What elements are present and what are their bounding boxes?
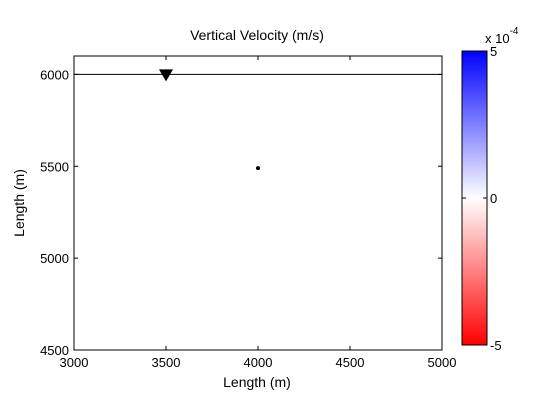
x-tick-label: 3000 (60, 355, 89, 370)
y-tick-label: 5000 (40, 251, 69, 266)
colorbar-tick-label: 0 (490, 191, 497, 206)
colorbar-tick-label: 5 (490, 44, 497, 59)
x-axis-label: Length (m) (223, 374, 291, 390)
plot-area (73, 55, 443, 351)
y-tick-label: 4500 (40, 343, 69, 358)
colorbar-multiplier: x 10-4 (485, 26, 519, 46)
plot-frame (73, 55, 443, 351)
x-tick-label: 5000 (428, 355, 457, 370)
colorbar: 5 0 -5 x 10-4 (461, 26, 519, 353)
x-tick-label: 4000 (244, 355, 273, 370)
y-tick-label: 6000 (40, 67, 69, 82)
source-marker (256, 166, 260, 171)
colorbar-ticks: 5 0 -5 (462, 44, 502, 353)
x-tick-label: 4500 (336, 355, 365, 370)
colorbar-multiplier-exponent: -4 (510, 26, 519, 37)
colorbar-gradient (461, 50, 488, 346)
y-axis-ticks: 4500 5000 5500 6000 (40, 67, 442, 358)
colorbar-tick-label: -5 (490, 338, 502, 353)
x-axis-ticks: 3000 3500 4000 4500 5000 (60, 56, 457, 370)
receiver-marker (159, 69, 173, 82)
y-axis-label: Length (m) (11, 169, 27, 237)
x-tick-label: 3500 (152, 355, 181, 370)
chart-title: Vertical Velocity (m/s) (190, 27, 324, 43)
colorbar-multiplier-base: x 10 (485, 31, 510, 46)
y-tick-label: 5500 (40, 159, 69, 174)
